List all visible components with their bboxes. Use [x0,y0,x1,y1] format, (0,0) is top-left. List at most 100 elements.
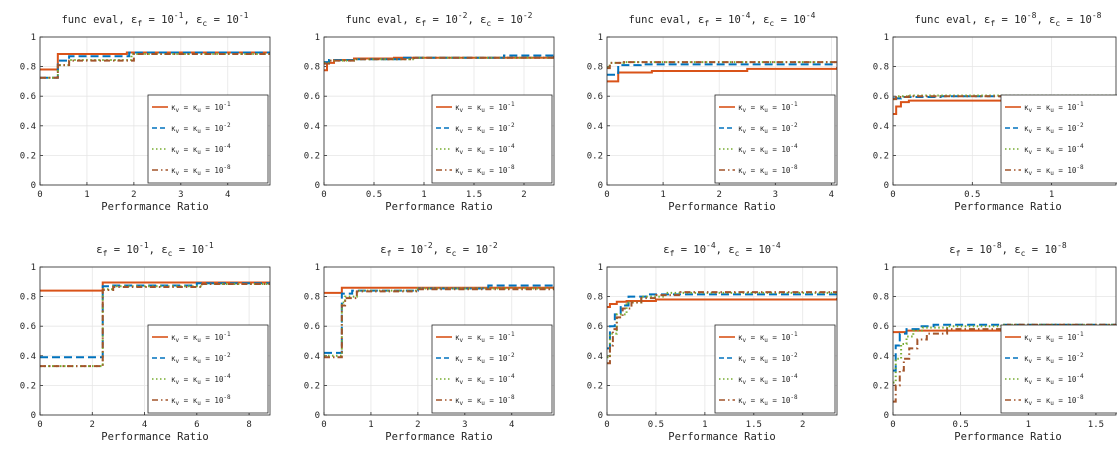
x-tick-label: 1.5 [746,420,762,430]
x-axis-label: Performance Ratio [668,201,775,213]
x-tick-label: 0.5 [953,420,969,430]
y-tick-label: 0 [31,411,36,421]
x-tick-label: 0.5 [366,190,382,200]
y-tick-label: 0.8 [304,63,320,73]
x-tick-label: 1.5 [1088,420,1104,430]
x-tick-label: 0.5 [964,190,980,200]
chart-panel-7: 00.20.40.60.810 0.5 1 1.5 2εf = 10-4, εc = 1… [587,241,839,443]
y-tick-label: 1 [884,263,889,273]
y-tick-label: 0.4 [20,352,36,362]
x-tick-label: 0 [37,420,42,430]
series-line-1 [40,53,272,70]
x-tick-label: 0 [37,190,42,200]
x-axis-label: Performance Ratio [101,201,208,213]
x-tick-label: 4 [509,420,514,430]
y-tick-label: 0.8 [304,293,320,303]
chart-panel-1: 00.20.40.60.810 1 2 3 4func eval, εf = 10-1,… [20,11,272,213]
y-tick-label: 0 [884,181,889,191]
y-tick-label: 0.6 [873,92,889,102]
y-tick-label: 0.8 [20,63,36,73]
x-tick-label: 2 [90,420,95,430]
x-tick-label: 1.5 [466,190,482,200]
legend: κv = κu = 10-1 κv = κu = 10-2 κv = κu = 10… [148,325,268,413]
legend: κv = κu = 10-1 κv = κu = 10-2 κv = κu = 10… [715,95,835,183]
x-tick-label: 2 [415,420,420,430]
y-tick-label: 0 [315,181,320,191]
x-tick-label: 2 [131,190,136,200]
chart-title: func eval, εf = 10-8, εc = 10-8 [914,11,1101,28]
y-tick-label: 0.8 [587,293,603,303]
y-tick-label: 0.8 [873,293,889,303]
x-tick-label: 1 [1049,190,1054,200]
chart-title: func eval, εf = 10-4, εc = 10-4 [628,11,815,28]
y-tick-label: 0.4 [873,352,889,362]
y-tick-label: 0.4 [304,352,320,362]
series-line-2 [40,53,272,78]
x-tick-label: 8 [246,420,251,430]
x-axis-label: Performance Ratio [385,431,492,443]
series-line-2 [324,56,556,63]
x-axis-label: Performance Ratio [385,201,492,213]
y-tick-label: 0.8 [587,63,603,73]
x-tick-label: 2 [800,420,805,430]
chart-title: εf = 10-2, εc = 10-2 [380,241,498,258]
y-tick-label: 1 [884,33,889,43]
chart-panel-8: 0 0.2 0.4 0.6 0.8 1 0 0.5 1 1.5 εf = 10-8, εc = 10… [873,241,1117,443]
y-tick-label: 0 [598,411,603,421]
x-tick-label: 2 [716,190,721,200]
y-tick-label: 0.6 [304,92,320,102]
x-tick-label: 1 [1026,420,1031,430]
y-tick-label: 0.2 [873,381,889,391]
chart-title: func eval, εf = 10-1, εc = 10-1 [61,11,248,28]
y-tick-label: 0.6 [873,322,889,332]
y-tick-label: 0.4 [20,122,36,132]
x-tick-label: 3 [462,420,467,430]
chart-title: εf = 10-4, εc = 10-4 [663,241,781,258]
y-tick-label: 0.2 [20,381,36,391]
y-tick-label: 1 [598,33,603,43]
y-tick-label: 0 [31,181,36,191]
y-tick-label: 0.6 [587,322,603,332]
x-tick-label: 4 [225,190,230,200]
x-axis-label: Performance Ratio [954,201,1061,213]
chart-title: εf = 10-1, εc = 10-1 [96,241,214,258]
x-tick-label: 0 [890,190,895,200]
y-tick-label: 0.2 [587,151,603,161]
chart-panel-6: 0 0.2 0.4 0.6 0.8 1 0 1 2 3 4 εf = 10-2, εc = 10-2 P… [304,241,556,443]
legend: κv = κu = 10-1 κv = κu = 10-2 κv = κu = 10… [432,95,552,183]
legend: κv = κu = 10-1 κv = κu = 10-2 κv = κu = 10… [148,95,268,183]
x-tick-label: 0 [321,190,326,200]
y-tick-label: 0.4 [304,122,320,132]
x-tick-label: 6 [194,420,199,430]
x-tick-label: 0 [890,420,895,430]
x-axis-label: Performance Ratio [101,431,208,443]
y-tick-label: 0.2 [873,151,889,161]
y-tick-label: 0.2 [20,151,36,161]
y-tick-label: 1 [31,33,36,43]
chart-title: func eval, εf = 10-2, εc = 10-2 [345,11,532,28]
y-tick-label: 0.8 [873,63,889,73]
x-tick-label: 3 [773,190,778,200]
y-tick-label: 1 [31,263,36,273]
y-tick-label: 0.4 [587,122,603,132]
y-tick-label: 0 [315,411,320,421]
chart-panel-2: 0 0.2 0.4 0.6 0.8 1 0 0.5 1 1.5 2 func eval, εf = 1… [304,11,556,213]
x-tick-label: 1 [421,190,426,200]
legend: κv = κu = 10-1 κv = κu = 10-2 κv = κu = 10… [715,325,835,413]
y-tick-label: 1 [598,263,603,273]
chart-title: εf = 10-8, εc = 10-8 [949,241,1067,258]
x-tick-label: 0.5 [648,420,664,430]
y-tick-label: 0.4 [873,122,889,132]
series-line-3 [40,54,272,78]
y-tick-label: 0.4 [587,352,603,362]
y-tick-label: 0.6 [587,92,603,102]
x-tick-label: 0 [604,190,609,200]
x-tick-label: 2 [521,190,526,200]
series-line-1 [607,68,839,81]
series-line-4 [40,54,272,78]
x-tick-label: 4 [829,190,834,200]
x-tick-label: 1 [368,420,373,430]
x-axis-label: Performance Ratio [668,431,775,443]
y-tick-label: 0.6 [304,322,320,332]
